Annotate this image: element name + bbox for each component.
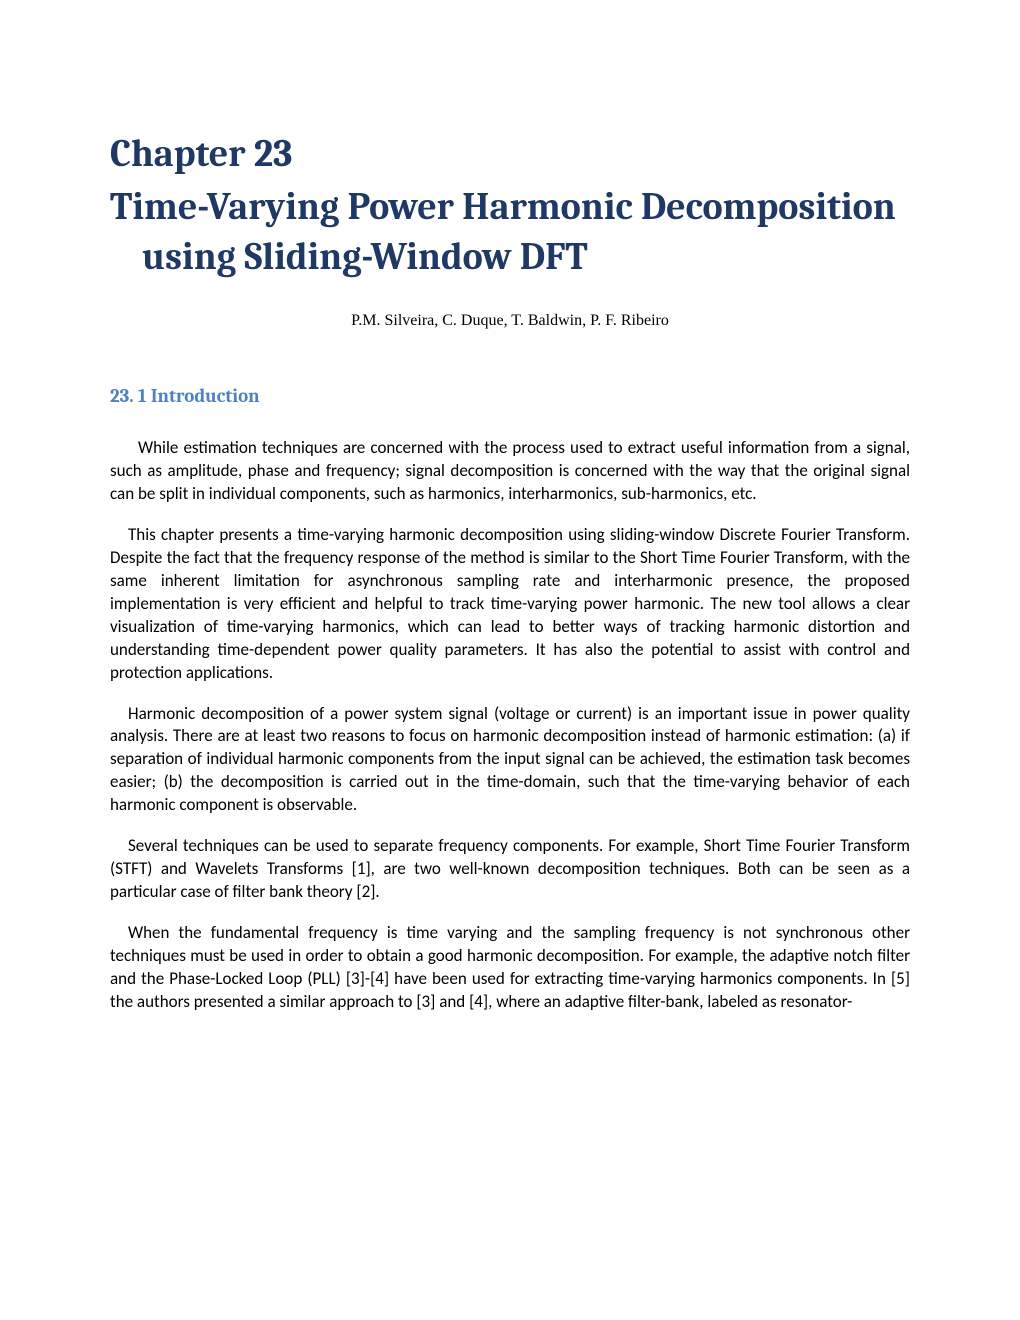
body-paragraph: While estimation techniques are concerne… <box>110 437 910 506</box>
section-heading: 23. 1 Introduction <box>110 385 910 407</box>
chapter-title: Time-Varying Power Harmonic Decompositio… <box>110 183 910 282</box>
body-paragraph: This chapter presents a time-varying har… <box>110 524 910 685</box>
body-paragraph: Harmonic decomposition of a power system… <box>110 703 910 818</box>
authors-line: P.M. Silveira, C. Duque, T. Baldwin, P. … <box>110 312 910 330</box>
body-paragraph: Several techniques can be used to separa… <box>110 835 910 904</box>
chapter-number: Chapter 23 <box>110 130 910 179</box>
body-paragraph: When the fundamental frequency is time v… <box>110 922 910 1014</box>
